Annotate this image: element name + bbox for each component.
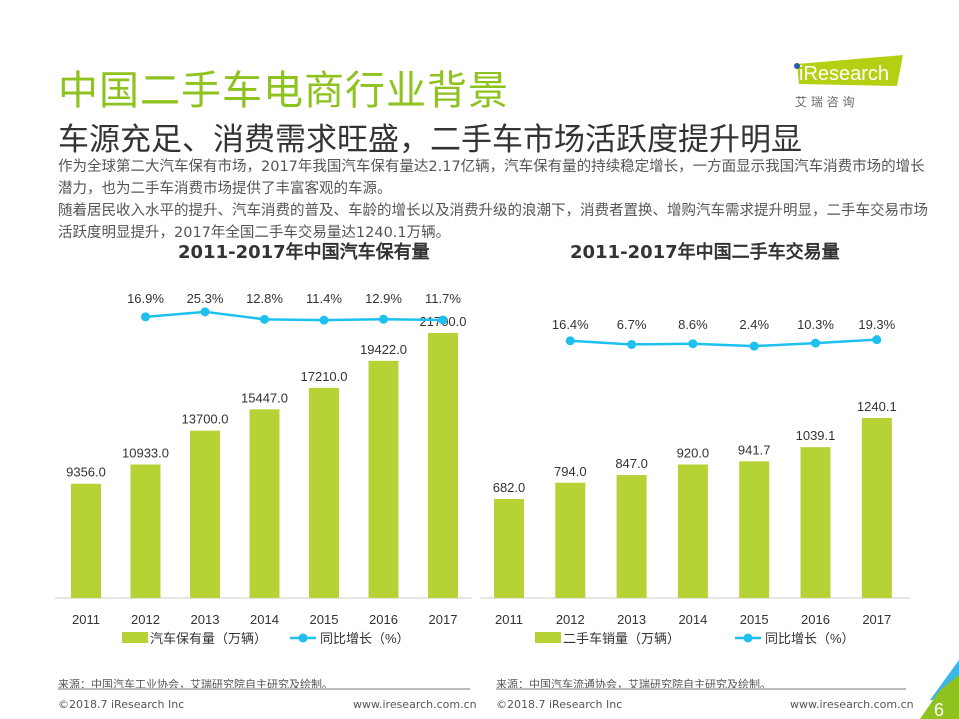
- chart-1: 9356.0 2011 10933.0 2012 16.9% 13700.0 2013 25.…: [55, 291, 472, 646]
- chart-1-title: 2011-2017年中国汽车保有量: [178, 242, 430, 263]
- bar-label-2012: 10933.0: [122, 445, 169, 460]
- line-label-2012: 16.9%: [127, 291, 164, 306]
- bar-2016: [368, 360, 399, 598]
- x-tick-2011: 2011: [495, 612, 523, 627]
- x-tick-2017: 2017: [429, 612, 458, 627]
- bar-2017: [428, 333, 458, 598]
- bar-2015: [739, 461, 770, 598]
- chart-2: 682.0 2011 794.0 2012 16.4% 847.0 2013 6.7% 920.…: [480, 317, 910, 646]
- bar-label-2011: 682.0: [493, 480, 526, 495]
- copyright-2: ©2018.7 iResearch Inc: [496, 698, 623, 711]
- legend-line-marker: [743, 633, 753, 643]
- divider-2: [496, 688, 906, 690]
- line-point-3: [688, 339, 698, 349]
- x-tick-2011: 2011: [72, 612, 100, 627]
- line-point-2: [627, 339, 637, 349]
- bar-2012: [130, 464, 161, 598]
- page-corner-decoration: 6: [920, 660, 959, 719]
- bar-label-2016: 1039.1: [796, 428, 836, 443]
- legend-line-label: 同比增长（%）: [765, 631, 855, 646]
- x-tick-2016: 2016: [801, 612, 830, 627]
- line-point-1: [141, 312, 150, 322]
- bar-label-2017: 1240.1: [857, 399, 897, 414]
- bar-label-2014: 920.0: [677, 445, 710, 460]
- legend-bar-swatch: [122, 632, 148, 643]
- source-1: 来源：中国汽车工业协会，艾瑞研究院自主研究及绘制。: [58, 678, 333, 691]
- bar-label-2015: 17210.0: [301, 369, 348, 384]
- line-label-2014: 8.6%: [678, 317, 708, 332]
- legend-line-marker: [298, 633, 308, 643]
- x-tick-2017: 2017: [862, 612, 891, 627]
- legend-bar-swatch: [535, 632, 561, 643]
- x-tick-2015: 2015: [740, 612, 769, 627]
- x-tick-2015: 2015: [310, 612, 339, 627]
- line-label-2016: 10.3%: [797, 317, 834, 332]
- x-tick-2016: 2016: [369, 612, 398, 627]
- bar-label-2016: 19422.0: [360, 342, 407, 357]
- bar-2013: [190, 430, 220, 598]
- bar-label-2012: 794.0: [554, 464, 587, 479]
- line-label-2016: 12.9%: [365, 291, 402, 306]
- line-label-2013: 25.3%: [187, 291, 224, 306]
- bar-label-2015: 941.7: [738, 442, 771, 457]
- page-title: 中国二手车电商行业背景: [58, 68, 509, 114]
- x-tick-2014: 2014: [678, 612, 707, 627]
- bar-label-2014: 15447.0: [241, 390, 288, 405]
- line-label-2013: 6.7%: [617, 317, 647, 332]
- bar-2014: [677, 464, 708, 598]
- line-point-4: [319, 315, 329, 325]
- logo-subtext: 艾 瑞 咨 询: [795, 95, 855, 109]
- line-point-6: [872, 335, 882, 345]
- legend-bar-label: 二手车销量（万辆）: [563, 631, 680, 646]
- line-point-2: [200, 307, 210, 317]
- line-point-6: [438, 315, 448, 325]
- chart-2-title: 2011-2017年中国二手车交易量: [570, 242, 840, 263]
- line-point-5: [379, 314, 388, 324]
- bar-label-2013: 847.0: [615, 456, 648, 471]
- line-label-2017: 11.7%: [425, 291, 461, 306]
- line-point-5: [811, 338, 820, 348]
- paragraph-1: 作为全球第二大汽车保有市场，2017年我国汽车保有量达2.17亿辆，汽车保有量的…: [58, 159, 925, 197]
- bar-label-2011: 9356.0: [66, 465, 106, 480]
- x-tick-2012: 2012: [556, 612, 585, 627]
- growth-line: [145, 310, 444, 322]
- paragraph-2: 随着居民收入水平的提升、汽车消费的普及、车龄的增长以及消费升级的浪潮下，消费者置…: [58, 203, 928, 241]
- legend-line-label: 同比增长（%）: [320, 631, 410, 646]
- divider-1: [58, 688, 470, 690]
- line-label-2014: 12.8%: [246, 291, 283, 306]
- line-point-4: [749, 341, 759, 351]
- bar-2011: [71, 483, 101, 598]
- bar-2012: [555, 482, 586, 598]
- url-1: www.iresearch.com.cn: [353, 698, 477, 711]
- bar-2014: [249, 409, 280, 598]
- x-tick-2013: 2013: [617, 612, 646, 627]
- bar-2013: [616, 475, 647, 598]
- iresearch-logo: iResearch: [793, 52, 907, 86]
- page-number: 6: [934, 700, 944, 719]
- line-label-2015: 2.4%: [739, 317, 769, 332]
- x-tick-2014: 2014: [250, 612, 279, 627]
- url-2: www.iresearch.com.cn: [790, 698, 914, 711]
- x-tick-2013: 2013: [191, 612, 220, 627]
- growth-line: [570, 338, 877, 348]
- x-tick-2012: 2012: [131, 612, 160, 627]
- legend-bar-label: 汽车保有量（万辆）: [150, 631, 267, 646]
- source-2: 来源：中国汽车流通协会，艾瑞研究院自主研究及绘制。: [496, 678, 771, 691]
- page-subtitle: 车源充足、消费需求旺盛，二手车市场活跃度提升明显: [58, 122, 802, 158]
- bar-2017: [861, 418, 892, 598]
- line-point-3: [260, 314, 269, 324]
- bar-2011: [494, 499, 524, 598]
- line-label-2015: 11.4%: [306, 291, 342, 306]
- bar-2015: [309, 387, 339, 598]
- bar-label-2013: 13700.0: [182, 412, 229, 427]
- line-point-1: [565, 336, 575, 346]
- logo-text: iResearch: [799, 63, 889, 85]
- copyright-1: ©2018.7 iResearch Inc: [58, 698, 185, 711]
- bar-2016: [800, 447, 831, 598]
- line-label-2012: 16.4%: [552, 317, 589, 332]
- line-label-2017: 19.3%: [858, 317, 895, 332]
